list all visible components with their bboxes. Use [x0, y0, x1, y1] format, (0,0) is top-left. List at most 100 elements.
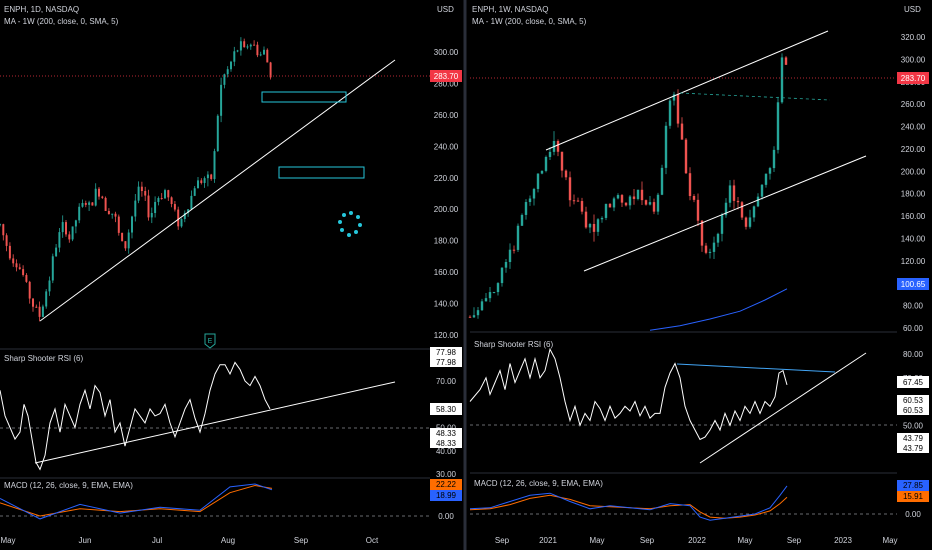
last-price-label: 283.70	[901, 74, 926, 83]
macd-signal-value: 15.91	[903, 492, 924, 501]
candle	[48, 276, 51, 296]
candle	[220, 77, 223, 123]
macd-label-box	[897, 480, 929, 491]
horizontal-dashed-level[interactable]	[679, 92, 831, 101]
macd-zero-label: 0.00	[905, 510, 921, 519]
candle	[564, 169, 568, 181]
candle	[28, 280, 31, 304]
candle	[213, 148, 216, 183]
zone-box-upper[interactable]	[261, 91, 347, 103]
earnings-marker-icon[interactable]: E	[204, 333, 216, 349]
candle	[644, 199, 648, 206]
candle	[684, 138, 688, 175]
candle	[210, 173, 213, 181]
candle	[249, 43, 252, 50]
candle	[548, 147, 552, 160]
rsi-label-box	[430, 357, 462, 367]
price-tick-label: 240.00	[901, 123, 926, 132]
candle	[243, 38, 246, 48]
candle	[203, 176, 206, 188]
time-tick-label: May	[0, 536, 15, 545]
candle	[5, 233, 8, 252]
loading-spinner-icon	[338, 211, 362, 237]
price-tick-label: 260.00	[901, 100, 926, 109]
trendline-support[interactable]	[39, 59, 396, 322]
candle	[131, 215, 133, 239]
channel-upper-line[interactable]	[545, 30, 829, 151]
candle	[692, 194, 696, 203]
ma-indicator-label: MA - 1W (200, close, 0, SMA, 5)	[4, 17, 119, 26]
candle	[55, 244, 58, 257]
candle	[528, 195, 532, 206]
candle	[500, 267, 504, 287]
candle	[183, 210, 186, 223]
rsi-value-label: 43.79	[903, 434, 924, 443]
channel-lower-line[interactable]	[583, 155, 867, 272]
rsi-value-label: 77.98	[436, 348, 457, 357]
price-tick-label: 280.00	[434, 79, 459, 88]
symbol-title: ENPH, 1D, NASDAQ	[4, 5, 79, 14]
price-tick-label: 200.00	[434, 205, 459, 214]
candle	[167, 189, 170, 201]
candle	[668, 98, 672, 129]
zone-box-lower[interactable]	[278, 166, 365, 179]
candle	[230, 60, 232, 72]
candle	[263, 46, 265, 56]
candle	[640, 181, 644, 206]
candle	[504, 258, 508, 273]
price-tick-label: 240.00	[434, 142, 459, 151]
price-axis[interactable]: 300.00 280.00 260.00 240.00 220.00 200.00 180.…	[434, 48, 459, 340]
rsi-trendline[interactable]	[34, 381, 396, 464]
price-tick-label: 80.00	[903, 302, 924, 311]
price-tick-label: 180.00	[434, 237, 459, 246]
price-tick-label: 200.00	[901, 167, 926, 176]
price-tick-label: 140.00	[901, 234, 926, 243]
candle	[84, 200, 87, 208]
candle	[74, 219, 77, 234]
candle	[173, 200, 176, 212]
candle	[560, 151, 564, 178]
candle	[61, 215, 64, 238]
candle	[187, 208, 190, 217]
candle	[588, 222, 592, 234]
candle	[652, 198, 656, 215]
candle	[616, 193, 620, 200]
candle	[236, 49, 239, 53]
rsi-label-box	[897, 433, 929, 443]
candle	[732, 179, 736, 209]
price-tick-label: 120.00	[434, 331, 459, 340]
candle	[117, 214, 120, 236]
candle	[124, 241, 127, 251]
time-axis[interactable]: Sep 2021 May Sep 2022 May Sep 2023 May	[495, 536, 898, 545]
rsi-trendline[interactable]	[699, 352, 867, 464]
candle	[35, 304, 38, 308]
time-axis[interactable]: May Jun Jul Aug Sep Oct	[0, 536, 379, 545]
candle	[576, 197, 580, 202]
macd-line	[469, 485, 788, 521]
rsi-resistance-line[interactable]	[676, 363, 836, 373]
price-tick-label: 300.00	[434, 48, 459, 57]
price-tick-label: 160.00	[901, 212, 926, 221]
candle	[556, 139, 560, 157]
candle	[660, 164, 664, 196]
candle	[160, 193, 163, 200]
candle	[608, 203, 612, 208]
rsi-label-box	[430, 403, 462, 415]
rsi-value-label: 60.53	[903, 396, 924, 405]
rsi-tick-label: 50.00	[903, 421, 924, 430]
macd-title: MACD (12, 26, close, 9, EMA, EMA)	[474, 479, 603, 488]
symbol-title: ENPH, 1W, NASDAQ	[472, 5, 548, 14]
rsi-label-box	[897, 405, 929, 415]
rsi-title: Sharp Shooter RSI (6)	[474, 340, 553, 349]
candle	[8, 242, 11, 261]
candle	[253, 40, 256, 46]
rsi-value-label: 58.30	[436, 405, 457, 414]
candle	[696, 193, 700, 227]
candle	[776, 96, 780, 154]
candle	[600, 216, 604, 223]
candle	[764, 173, 768, 188]
time-tick-label: Aug	[221, 536, 235, 545]
rsi-tick-label: 80.00	[903, 350, 924, 359]
macd-zero-label: 0.00	[438, 512, 454, 521]
